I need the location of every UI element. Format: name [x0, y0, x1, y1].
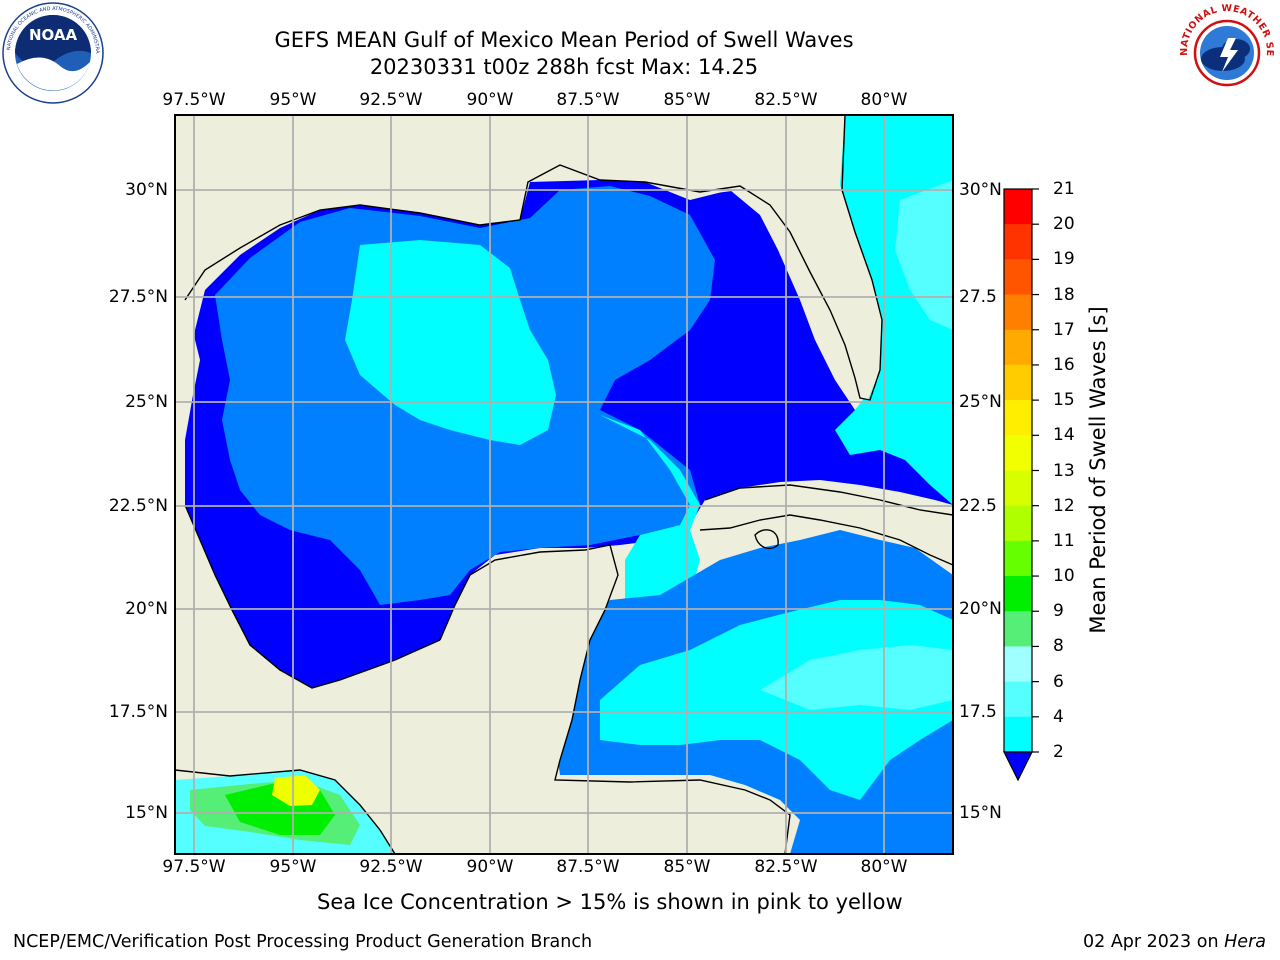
colorbar-frame [1003, 188, 1033, 753]
lat-label-left: 30°N [125, 180, 168, 200]
lon-label-top: 87.5°W [556, 90, 620, 110]
colorbar-tick-label: 6 [1053, 671, 1064, 692]
cuba-land [700, 485, 953, 565]
colorbar-tick-label: 15 [1053, 390, 1075, 411]
map-subtitle: 20230331 t00z 288h fcst Max: 14.25 [369, 55, 759, 79]
lon-label-bottom: 97.5°W [162, 857, 226, 877]
colorbar-tick-label: 19 [1053, 249, 1075, 270]
lat-label-right: 17.5 [959, 702, 997, 722]
lon-label-bottom: 90°W [466, 857, 514, 877]
lat-label-right: 15°N [959, 803, 1002, 823]
colorbar-segment [1004, 646, 1032, 683]
footer-date: 02 Apr 2023 on Hera [1083, 932, 1266, 952]
colorbar-label: Mean Period of Swell Waves [s] [1086, 306, 1110, 634]
colorbar-underflow-triangle [1003, 751, 1033, 782]
colorbar-segment [1004, 224, 1032, 260]
lat-label-left: 22.5°N [108, 496, 168, 516]
colorbar-segment [1004, 329, 1032, 366]
colorbar-segment [1004, 364, 1032, 401]
colorbar-tick-label: 8 [1053, 636, 1064, 657]
graticule [175, 115, 953, 854]
colorbar-tick-label: 14 [1053, 425, 1075, 446]
colorbar-tick-label: 13 [1053, 460, 1075, 481]
lat-label-left: 15°N [125, 803, 168, 823]
footer-date-text: 02 Apr 2023 on [1082, 932, 1219, 952]
gulf-swell-6-8 [345, 240, 556, 445]
footer-host: Hera [1224, 932, 1266, 952]
lat-label-right: 22.5 [959, 496, 997, 516]
lon-label-top: 85°W [663, 90, 711, 110]
colorbar-tick-label: 2 [1053, 742, 1064, 762]
colorbar-tick-label: 18 [1053, 284, 1075, 305]
colorbar-tick-label: 11 [1053, 530, 1075, 551]
lon-label-top: 95°W [269, 90, 317, 110]
colorbar [1004, 188, 1039, 753]
colorbar-segment [1004, 540, 1032, 577]
map-frame [174, 114, 954, 855]
lat-label-right: 30°N [959, 180, 1002, 200]
lon-label-bottom: 92.5°W [359, 857, 423, 877]
colorbar-segment [1004, 716, 1032, 753]
lat-label-right: 25°N [959, 392, 1002, 412]
map-area [175, 115, 953, 854]
colorbar-segment [1004, 259, 1032, 296]
coastlines [175, 115, 953, 854]
colorbar-segment [1004, 189, 1032, 225]
colorbar-segment [1004, 435, 1032, 471]
lon-label-bottom: 85°W [663, 857, 711, 877]
sea-ice-note: Sea Ice Concentration > 15% is shown in … [317, 890, 903, 914]
colorbar-tick-label: 12 [1053, 495, 1075, 516]
lat-label-right: 20°N [959, 599, 1002, 619]
lon-label-top: 92.5°W [359, 90, 423, 110]
colorbar-tick-label: 10 [1053, 566, 1075, 587]
colorbar-tick-label: 21 [1053, 179, 1075, 199]
lat-label-left: 17.5°N [108, 702, 168, 722]
footer-producer: NCEP/EMC/Verification Post Processing Pr… [13, 932, 593, 952]
us-coast-land [175, 115, 790, 430]
colorbar-segment [1004, 294, 1032, 331]
lon-label-bottom: 87.5°W [556, 857, 620, 877]
lon-label-top: 90°W [466, 90, 514, 110]
lat-label-left: 25°N [125, 392, 168, 412]
lon-label-top: 80°W [860, 90, 908, 110]
colorbar-tick-label: 4 [1053, 706, 1064, 727]
lon-label-top: 82.5°W [754, 90, 818, 110]
colorbar-segment [1004, 470, 1032, 507]
colorbar-tick-label: 9 [1053, 601, 1064, 622]
colorbar-segment [1004, 611, 1032, 647]
colorbar-tick-label: 16 [1053, 354, 1075, 375]
lon-label-top: 97.5°W [162, 90, 226, 110]
colorbar-segment [1004, 400, 1032, 436]
lon-label-bottom: 82.5°W [754, 857, 818, 877]
lon-label-bottom: 80°W [860, 857, 908, 877]
lat-label-left: 20°N [125, 599, 168, 619]
colorbar-segment [1004, 576, 1032, 612]
lat-label-left: 27.5°N [108, 287, 168, 307]
florida-land [760, 115, 882, 400]
noaa-logo-word: NOAA [29, 26, 78, 44]
colorbar-tick-label: 17 [1053, 319, 1075, 340]
colorbar-tick-label: 20 [1053, 214, 1075, 235]
map-title: GEFS MEAN Gulf of Mexico Mean Period of … [274, 28, 854, 52]
colorbar-segment [1004, 505, 1032, 542]
lon-label-bottom: 95°W [269, 857, 317, 877]
noaa-logo: NOAA NATIONAL OCEANIC AND ATMOSPHERIC AD… [2, 2, 104, 104]
colorbar-segment [1004, 681, 1032, 718]
nws-logo: NATIONAL WEATHER SERVICE [1176, 2, 1277, 103]
lat-label-right: 27.5 [959, 287, 997, 307]
